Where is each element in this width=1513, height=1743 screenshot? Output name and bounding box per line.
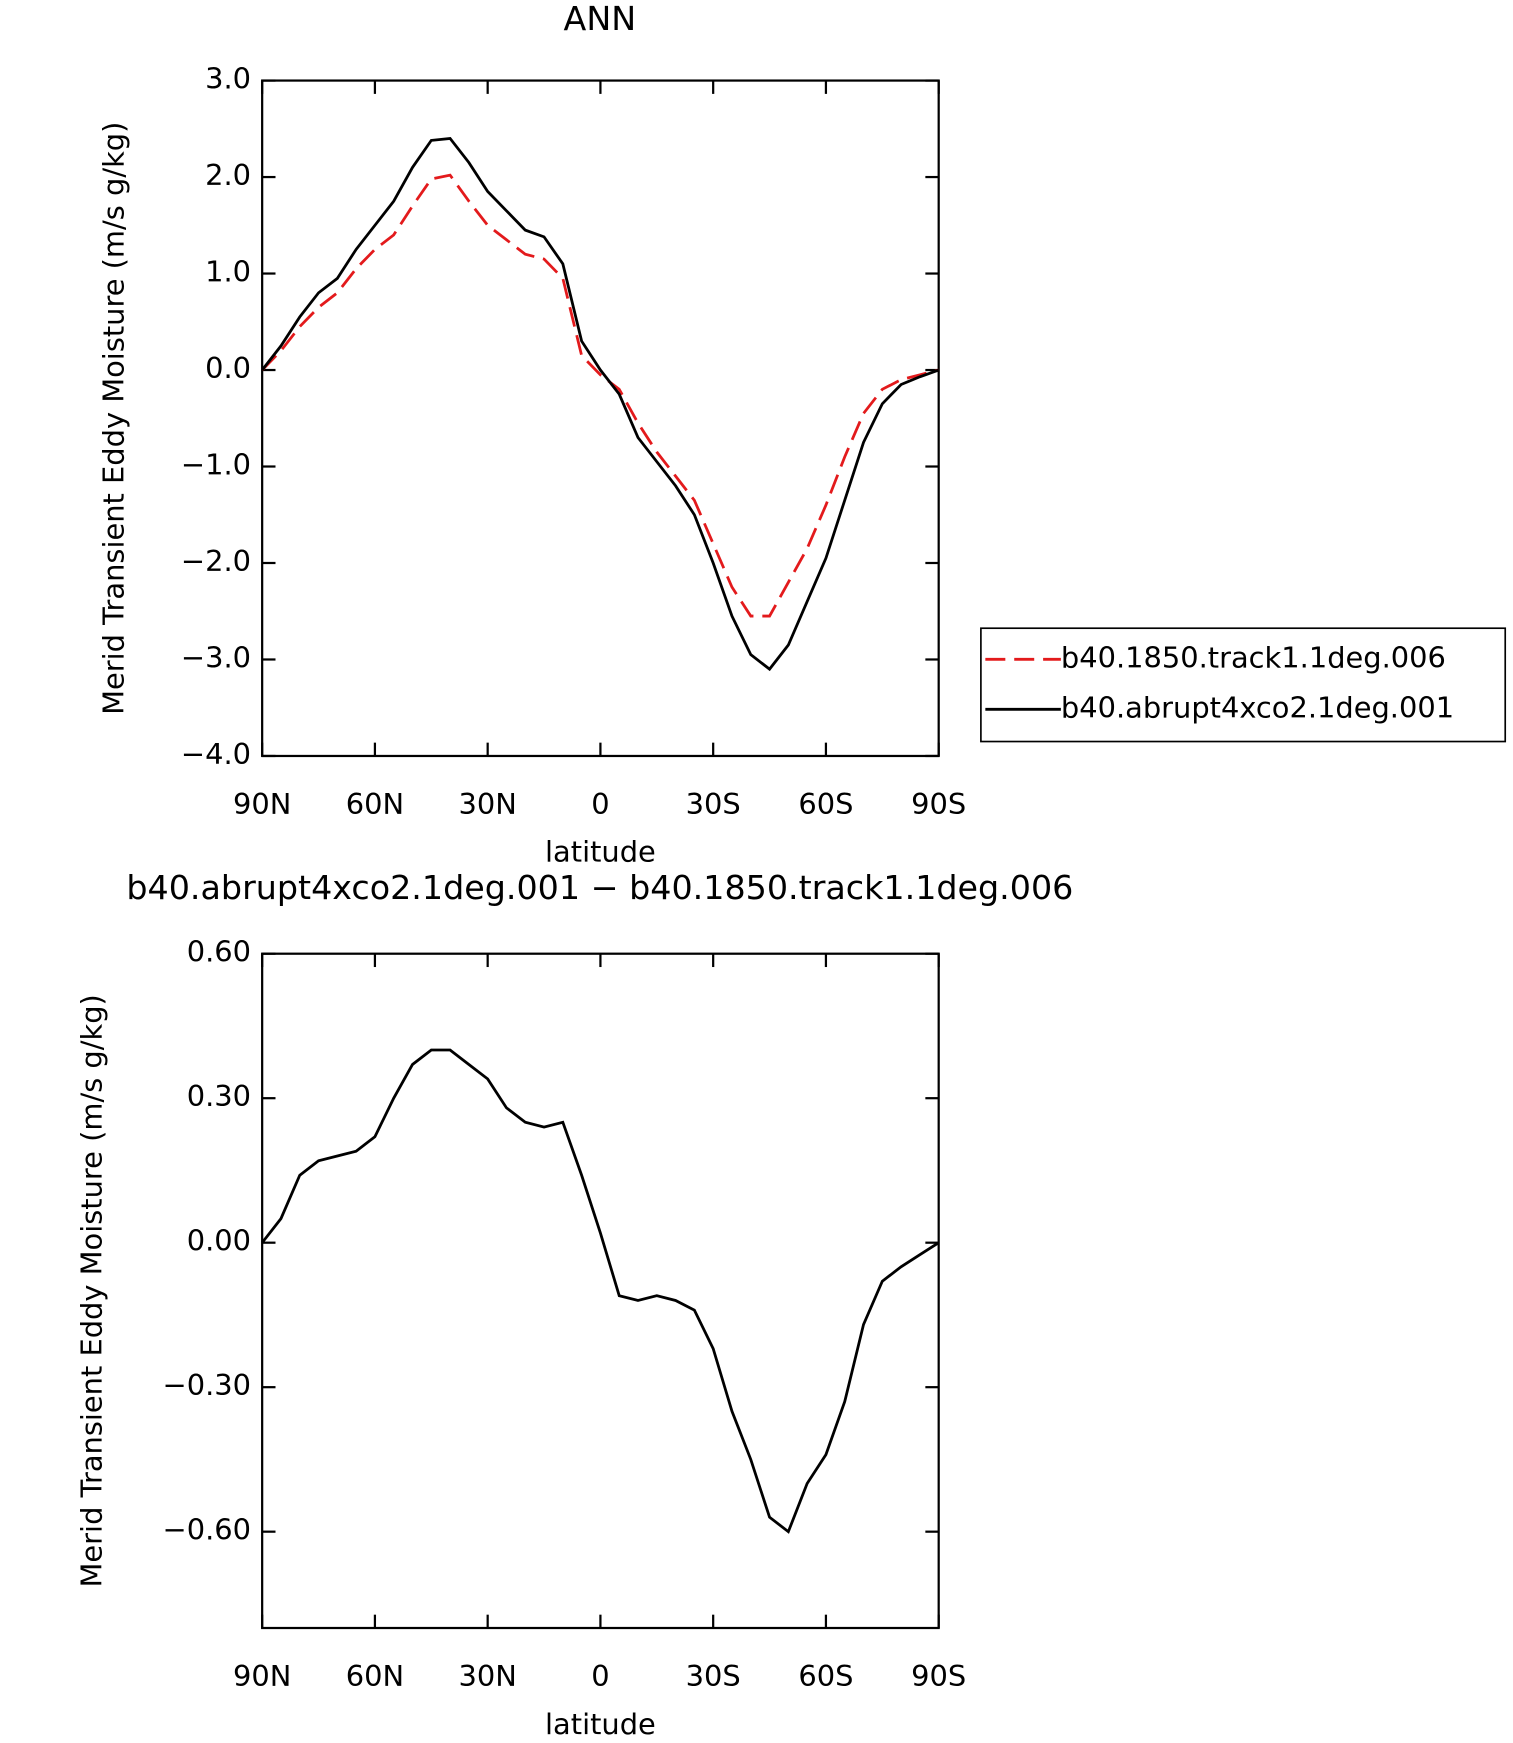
y-tick-label: −2.0 <box>181 544 251 578</box>
data-line <box>261 173 940 618</box>
x-tick-label: 90N <box>233 787 291 821</box>
y-tick-label: −0.30 <box>163 1368 252 1402</box>
y-tick-label: −0.60 <box>163 1513 252 1547</box>
legend-box <box>980 627 1507 743</box>
plot-frame <box>261 952 940 1630</box>
x-axis-label: latitude <box>545 1707 656 1741</box>
x-tick-label: 60N <box>346 787 404 821</box>
y-tick-label: 0.30 <box>187 1079 251 1113</box>
y-tick-label: 0.00 <box>187 1224 251 1258</box>
y-tick-label: 3.0 <box>205 62 251 96</box>
y-axis-label: Merid Transient Eddy Moisture (m/s g/kg) <box>74 994 108 1587</box>
chart-title: ANN <box>564 0 637 38</box>
x-tick-label: 0 <box>591 1659 609 1693</box>
x-tick-label: 60S <box>798 787 853 821</box>
y-tick-label: 0.0 <box>205 351 251 385</box>
x-tick-label: 30N <box>458 787 516 821</box>
y-axis-label: Merid Transient Eddy Moisture (m/s g/kg) <box>97 122 131 715</box>
x-tick-label: 30S <box>686 1659 741 1693</box>
y-tick-label: 2.0 <box>205 158 251 192</box>
data-line <box>261 1048 940 1534</box>
y-tick-label: −4.0 <box>181 737 251 771</box>
y-tick-label: −3.0 <box>181 640 251 674</box>
x-tick-label: 60N <box>346 1659 404 1693</box>
data-line <box>261 136 940 672</box>
x-axis-label: latitude <box>545 835 656 869</box>
x-tick-label: 0 <box>591 787 609 821</box>
x-tick-label: 60S <box>798 1659 853 1693</box>
x-tick-label: 90S <box>911 1659 966 1693</box>
x-tick-label: 30S <box>686 787 741 821</box>
y-tick-label: −1.0 <box>181 448 251 482</box>
chart-title: b40.abrupt4xco2.1deg.001 − b40.1850.trac… <box>126 868 1073 907</box>
plot-frame <box>261 79 940 758</box>
y-tick-label: 0.60 <box>187 935 251 969</box>
x-tick-label: 90N <box>233 1659 291 1693</box>
y-tick-label: 1.0 <box>205 255 251 289</box>
legend-label: b40.1850.track1.1deg.006 <box>1061 640 1446 674</box>
x-tick-label: 90S <box>911 787 966 821</box>
legend-label: b40.abrupt4xco2.1deg.001 <box>1061 690 1454 724</box>
x-tick-label: 30N <box>458 1659 516 1693</box>
